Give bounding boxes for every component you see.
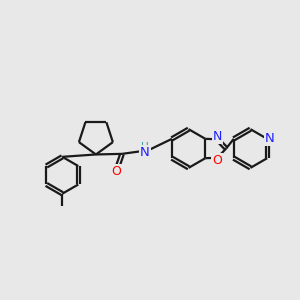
Text: H: H bbox=[141, 142, 148, 152]
Text: O: O bbox=[112, 165, 122, 178]
Text: N: N bbox=[265, 132, 275, 146]
Text: N: N bbox=[213, 130, 222, 143]
Text: N: N bbox=[140, 146, 149, 159]
Text: O: O bbox=[212, 154, 222, 167]
